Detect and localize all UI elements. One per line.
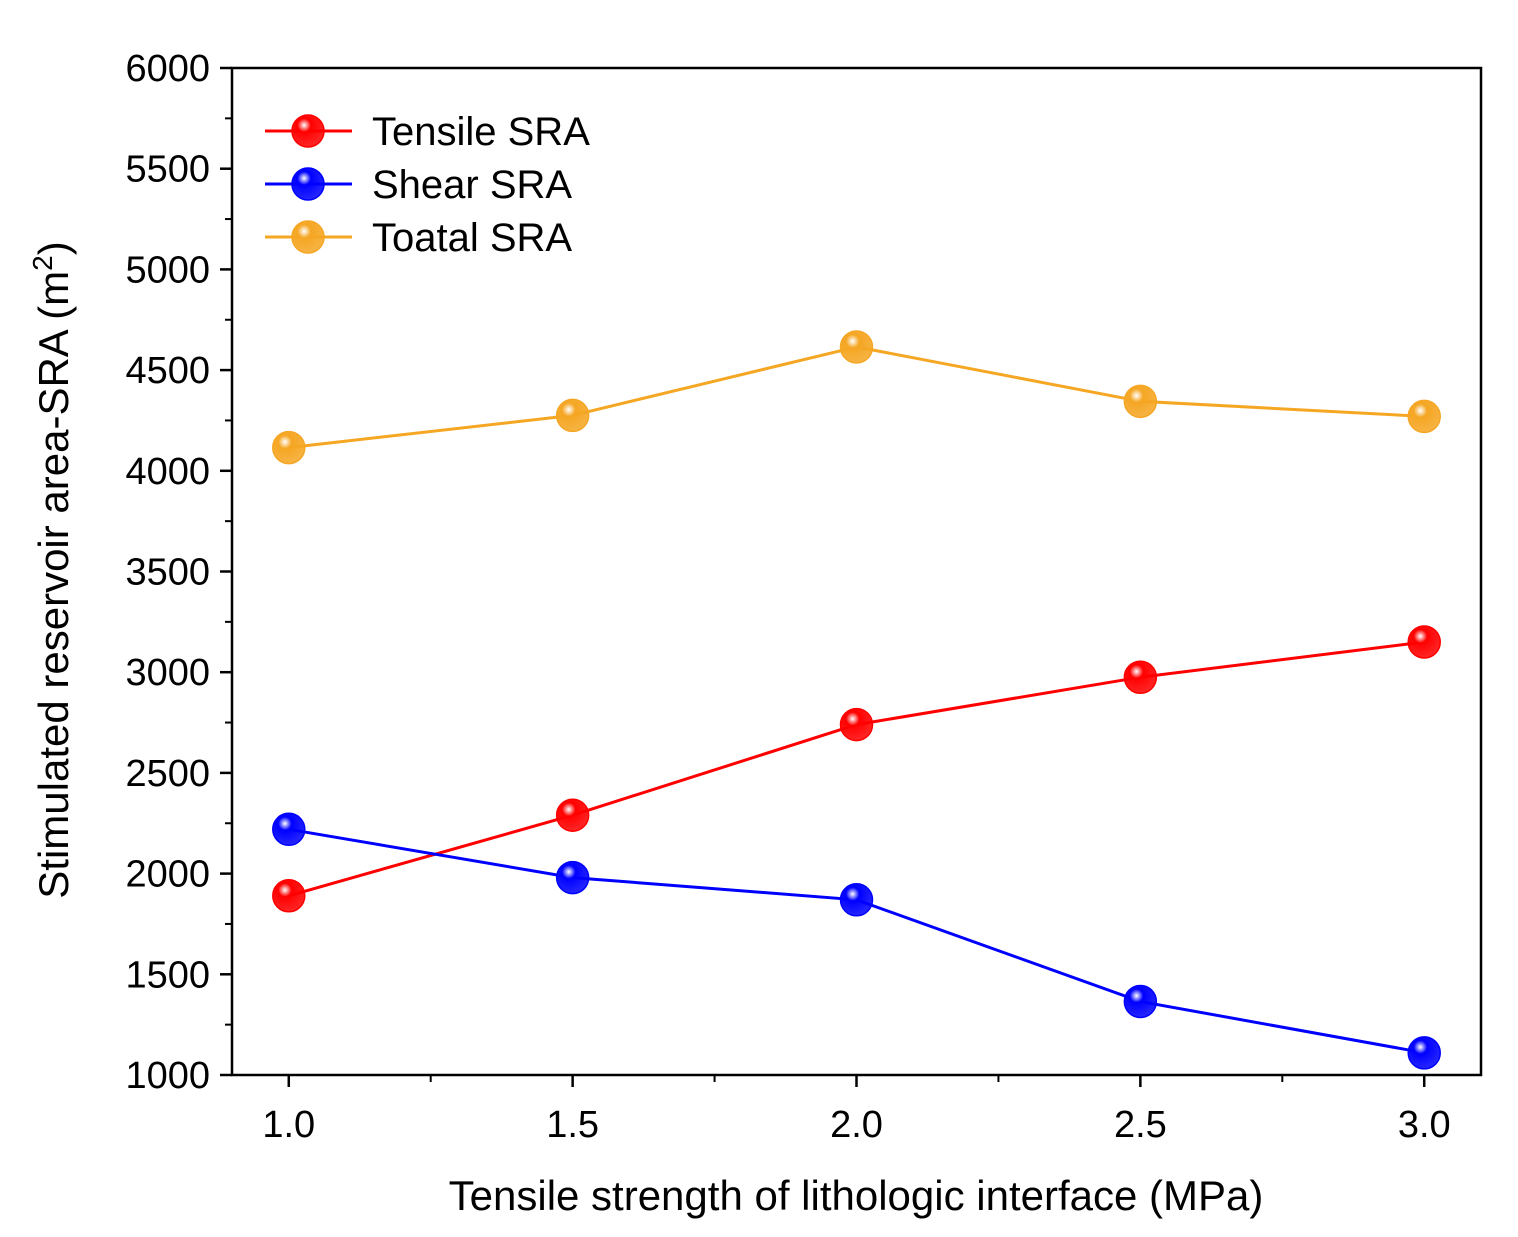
y-tick-label: 5500 bbox=[125, 149, 210, 191]
y-tick-label: 2500 bbox=[125, 753, 210, 795]
legend-label: Shear SRA bbox=[372, 163, 572, 207]
x-tick-label: 1.0 bbox=[262, 1104, 315, 1146]
y-axis-title-superscript: 2 bbox=[27, 255, 58, 271]
series-lines bbox=[288, 345, 1425, 1055]
legend-marker bbox=[291, 114, 325, 148]
legend-label: Tensile SRA bbox=[372, 110, 590, 154]
x-tick-label: 2.5 bbox=[1114, 1104, 1167, 1146]
data-point-toatal-sra bbox=[555, 398, 590, 433]
y-tick-label: 5000 bbox=[125, 249, 210, 291]
data-point-toatal-sra bbox=[1123, 384, 1158, 419]
y-tick-label: 1000 bbox=[125, 1055, 210, 1097]
legend-marker bbox=[291, 167, 325, 201]
y-tick-label: 2000 bbox=[125, 854, 210, 896]
y-tick-label: 3000 bbox=[125, 652, 210, 694]
legend: Tensile SRA Shear SRA Toatal SRA bbox=[265, 110, 590, 260]
x-axis-title: Tensile strength of lithologic interface… bbox=[449, 1172, 1264, 1219]
y-tick-label: 1500 bbox=[125, 954, 210, 996]
data-point-toatal-sra bbox=[272, 430, 306, 465]
y-axis-title-close: ) bbox=[30, 241, 77, 255]
data-point-tensile-sra bbox=[272, 879, 306, 913]
legend-marker bbox=[291, 220, 325, 254]
y-tick-label: 3500 bbox=[125, 552, 210, 594]
y-tick-label: 4500 bbox=[125, 350, 210, 392]
data-point-shear-sra bbox=[839, 883, 874, 917]
legend-item-tensile-sra: Tensile SRA bbox=[265, 110, 590, 154]
data-point-shear-sra bbox=[555, 860, 590, 895]
x-tick-label: 1.5 bbox=[546, 1104, 599, 1146]
data-point-toatal-sra bbox=[1407, 399, 1441, 434]
y-tick-label: 4000 bbox=[125, 451, 210, 493]
y-axis-title-main: Stimulated reservoir area-SRA (m bbox=[30, 271, 77, 899]
legend-item-shear-sra: Shear SRA bbox=[265, 163, 572, 207]
data-point-shear-sra bbox=[272, 812, 306, 847]
data-point-tensile-sra bbox=[1407, 625, 1441, 659]
data-point-tensile-sra bbox=[839, 707, 874, 742]
y-tick-label: 6000 bbox=[125, 48, 210, 90]
x-tick-label: 3.0 bbox=[1398, 1104, 1451, 1146]
data-point-tensile-sra bbox=[1123, 660, 1158, 694]
x-tick-label: 2.0 bbox=[830, 1104, 883, 1146]
data-point-toatal-sra bbox=[839, 330, 874, 364]
legend-label: Toatal SRA bbox=[372, 216, 572, 260]
data-point-shear-sra bbox=[1123, 984, 1158, 1019]
data-point-shear-sra bbox=[1407, 1036, 1441, 1070]
y-axis-title: Stimulated reservoir area-SRA (m2) bbox=[27, 241, 77, 898]
axes: 1000 1500 2000 2500 3000 3500 4000 4500 5000 5500… bbox=[125, 48, 1483, 1146]
series-line-shear-sra bbox=[288, 827, 1425, 1055]
series-points bbox=[272, 330, 1441, 1070]
data-point-tensile-sra bbox=[555, 798, 590, 832]
legend-item-toatal-sra: Toatal SRA bbox=[265, 216, 572, 260]
